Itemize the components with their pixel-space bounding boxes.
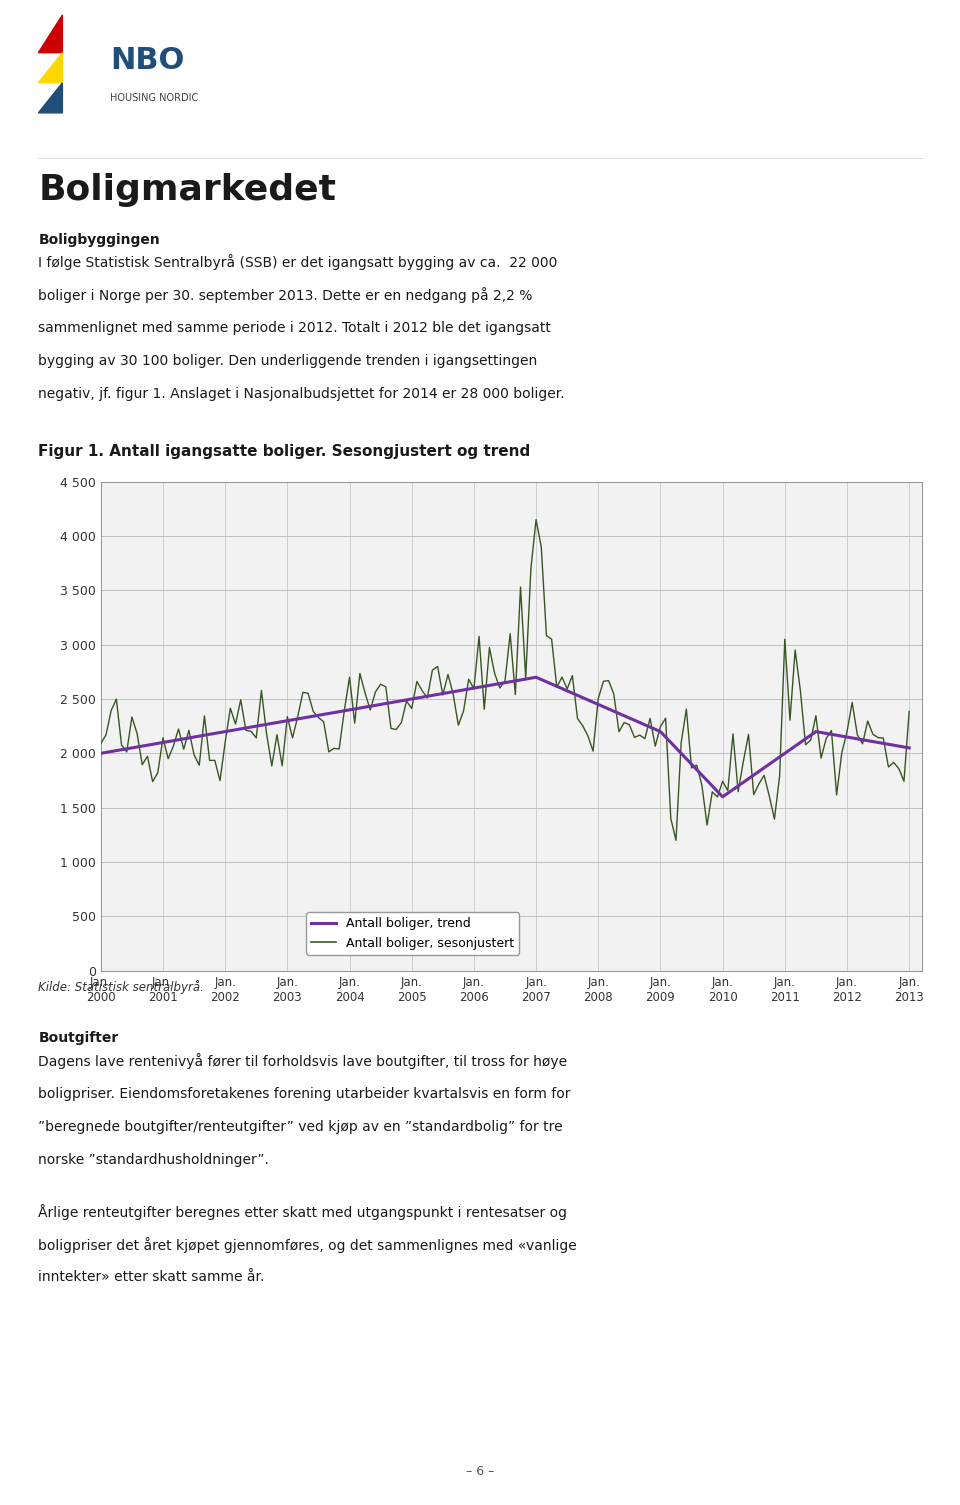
Text: Boligbyggingen: Boligbyggingen (38, 233, 160, 247)
Text: I følge Statistisk Sentralbyrå (SSB) er det igangsatt bygging av ca.  22 000: I følge Statistisk Sentralbyrå (SSB) er … (38, 254, 558, 271)
Text: sammenlignet med samme periode i 2012. Totalt i 2012 ble det igangsatt: sammenlignet med samme periode i 2012. T… (38, 321, 551, 334)
Text: HOUSING NORDIC: HOUSING NORDIC (110, 93, 199, 102)
Text: Dagens lave rentenivyå fører til forholdsvis lave boutgifter, til tross for høye: Dagens lave rentenivyå fører til forhold… (38, 1054, 567, 1070)
Legend: Antall boliger, trend, Antall boliger, sesonjustert: Antall boliger, trend, Antall boliger, s… (306, 912, 519, 954)
Text: Figur 1. Antall igangsatte boliger. Sesongjustert og trend: Figur 1. Antall igangsatte boliger. Seso… (38, 444, 531, 459)
Text: ”beregnede boutgifter/renteutgifter” ved kjøp av en ”standardbolig” for tre: ”beregnede boutgifter/renteutgifter” ved… (38, 1120, 563, 1133)
Polygon shape (38, 53, 62, 83)
Text: Boutgifter: Boutgifter (38, 1031, 119, 1044)
Text: negativ, jf. figur 1. Anslaget i Nasjonalbudsjettet for 2014 er 28 000 boliger.: negativ, jf. figur 1. Anslaget i Nasjona… (38, 387, 565, 400)
Text: Årlige renteutgifter beregnes etter skatt med utgangspunkt i rentesatser og: Årlige renteutgifter beregnes etter skat… (38, 1204, 567, 1221)
Text: boligpriser det året kjøpet gjennomføres, og det sammenlignes med «vanlige: boligpriser det året kjøpet gjennomføres… (38, 1237, 577, 1254)
Text: norske ”standardhusholdninger”.: norske ”standardhusholdninger”. (38, 1153, 269, 1166)
Text: bygging av 30 100 boliger. Den underliggende trenden i igangsettingen: bygging av 30 100 boliger. Den underligg… (38, 354, 538, 367)
Text: – 6 –: – 6 – (466, 1464, 494, 1478)
Text: boliger i Norge per 30. september 2013. Dette er en nedgang på 2,2 %: boliger i Norge per 30. september 2013. … (38, 287, 533, 304)
Text: NBO: NBO (110, 45, 184, 75)
Text: boligpriser. Eiendomsforetakenes forening utarbeider kvartalsvis en form for: boligpriser. Eiendomsforetakenes forenin… (38, 1087, 571, 1100)
Text: Boligmarkedet: Boligmarkedet (38, 173, 336, 208)
Polygon shape (38, 15, 62, 53)
Text: inntekter» etter skatt samme år.: inntekter» etter skatt samme år. (38, 1270, 265, 1284)
Polygon shape (38, 83, 62, 113)
Text: Kilde: Statistisk sentralbyrå.: Kilde: Statistisk sentralbyrå. (38, 980, 204, 993)
